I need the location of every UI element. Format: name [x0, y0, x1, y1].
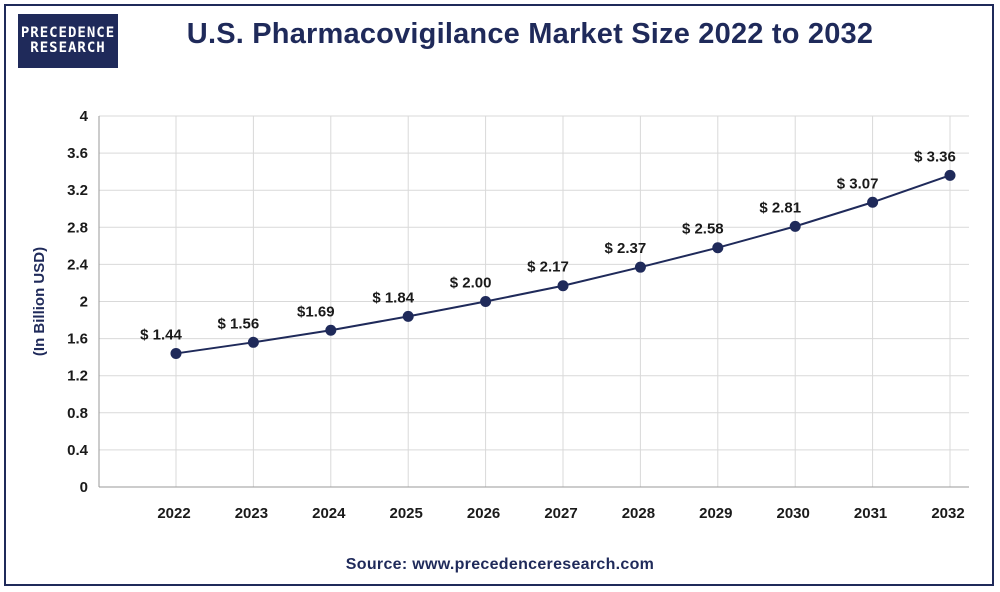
y-tick-label: 2.8: [67, 219, 88, 236]
chart-title: U.S. Pharmacovigilance Market Size 2022 …: [186, 18, 874, 50]
data-label: $ 3.07: [837, 175, 879, 192]
data-label: $ 1.44: [140, 326, 182, 343]
data-point: [634, 261, 646, 273]
x-tick-label: 2032: [931, 505, 964, 522]
data-label: $ 2.17: [527, 259, 569, 276]
data-point: [867, 196, 879, 208]
data-labels: $ 1.44 $ 1.56 $1.69 $ 1.84 $ 2.00 $ 2.17 $ 2.3…: [140, 148, 956, 343]
source-note: Source: www.precedenceresearch.com: [345, 556, 655, 573]
data-label: $ 2.81: [759, 199, 801, 216]
x-tick-label: 2022: [157, 505, 190, 522]
data-point: [325, 324, 337, 336]
brand-logo: PRECEDENCE RESEARCH: [18, 14, 118, 68]
brand-logo-line2: RESEARCH: [30, 40, 106, 56]
data-point: [480, 296, 492, 307]
x-tick-label: 2030: [777, 505, 810, 522]
x-tick-label: 2026: [467, 505, 500, 522]
data-label: $ 1.84: [372, 289, 414, 306]
grid-lines: [99, 115, 969, 487]
data-label: $ 1.56: [218, 315, 260, 332]
x-tick-label: 2025: [390, 505, 423, 522]
y-tick-label: 3.6: [67, 145, 88, 162]
y-axis-label: (In Billion USD): [31, 247, 48, 356]
y-tick-label: 0.8: [67, 405, 88, 422]
y-tick-label: 0.4: [67, 442, 89, 459]
data-label: $ 2.58: [682, 221, 724, 238]
x-tick-label: 2028: [622, 505, 655, 522]
y-tick-labels: 0 0.4 0.8 1.2 1.6 2 2.4 2.8 3.2 3.6 4: [67, 108, 89, 496]
data-point: [944, 169, 956, 181]
y-tick-label: 3.2: [67, 182, 88, 199]
data-point: [170, 347, 182, 359]
data-label: $1.69: [297, 303, 335, 320]
x-tick-label: 2024: [312, 505, 346, 522]
data-points: [170, 169, 956, 359]
y-tick-label: 1.2: [67, 368, 88, 385]
x-tick-label: 2029: [699, 505, 732, 522]
data-label: $ 2.37: [605, 240, 647, 257]
x-tick-label: 2023: [235, 505, 268, 522]
x-tick-label: 2027: [544, 505, 577, 522]
axes: [98, 116, 969, 488]
data-point: [557, 280, 569, 292]
x-tick-labels: 2022 2023 2024 2025 2026 2027 2028 2029 2030 2031…: [157, 505, 964, 522]
chart-frame: [4, 4, 994, 586]
y-tick-label: 2.4: [67, 256, 89, 273]
y-tick-label: 2: [80, 294, 88, 311]
data-label: $ 2.00: [450, 275, 492, 292]
x-tick-label: 2031: [854, 505, 887, 522]
data-point: [402, 310, 414, 322]
data-label: $ 3.36: [914, 148, 956, 165]
brand-logo-line1: PRECEDENCE: [20, 25, 116, 42]
data-point: [247, 336, 259, 348]
y-tick-label: 4: [80, 108, 89, 125]
y-tick-label: 0: [80, 479, 88, 496]
data-point: [789, 220, 801, 232]
y-tick-label: 1.6: [67, 331, 88, 348]
data-point: [712, 242, 724, 254]
